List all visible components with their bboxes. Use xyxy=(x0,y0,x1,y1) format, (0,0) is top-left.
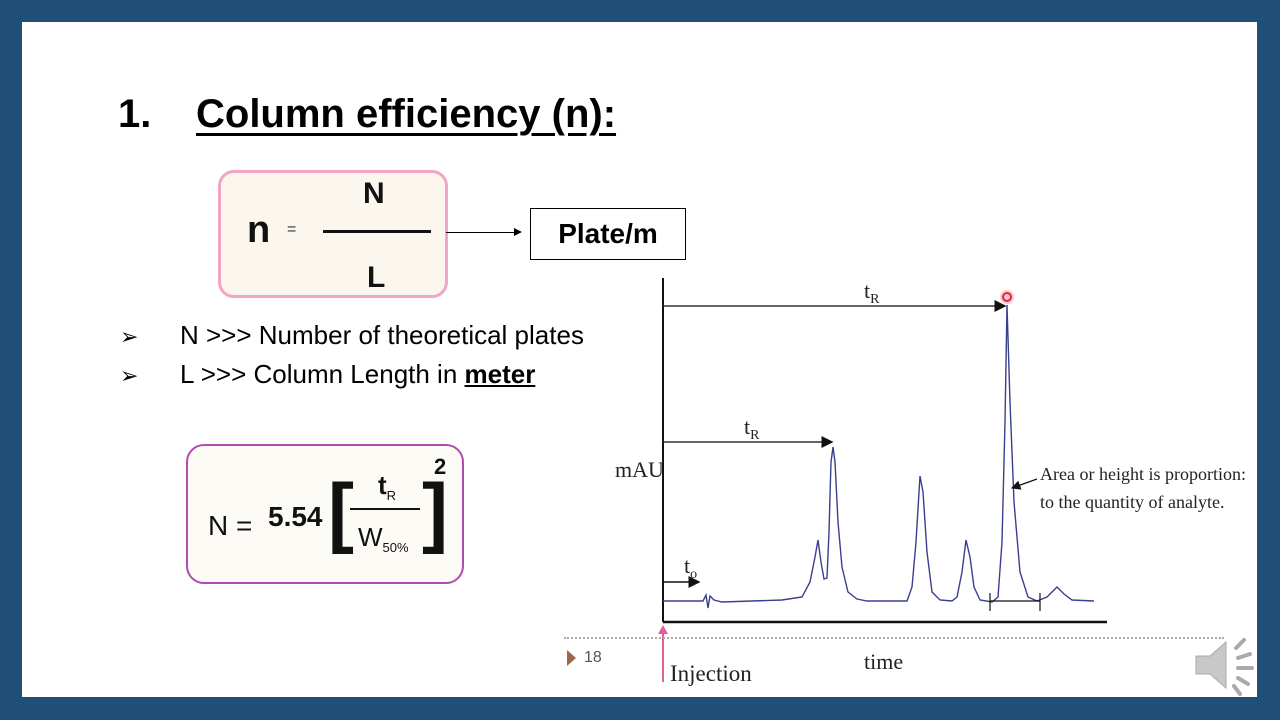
footer-divider xyxy=(564,637,1224,639)
tr-label-long: tR xyxy=(864,278,880,307)
bullet-item: ➢ N >>> Number of theoretical plates xyxy=(120,320,584,359)
formula-n-numerator: N xyxy=(363,177,385,210)
annotation-arrow xyxy=(1010,478,1038,490)
formula-N-box: N = 5.54 [ tR W50% ] 2 xyxy=(186,444,464,584)
x-axis-label: time xyxy=(864,649,903,674)
formula-n-lhs: n xyxy=(247,209,271,251)
bullet-text: N >>> Number of theoretical plates xyxy=(180,320,584,350)
annotation-line-1: Area or height is proportion: xyxy=(1040,464,1246,484)
fraction-bar xyxy=(323,230,431,233)
formula-N-exponent: 2 xyxy=(434,454,447,479)
y-axis-label: mAU xyxy=(615,457,664,482)
formula-N-numerator: tR xyxy=(378,470,397,504)
arrowhead-bullet-icon: ➢ xyxy=(120,324,139,349)
formula-N-coefficient: 5.54 xyxy=(268,501,323,532)
fraction-bar xyxy=(350,508,420,510)
slide-title: 1. Column efficiency (n): xyxy=(118,92,616,137)
bullet-list: ➢ N >>> Number of theoretical plates ➢ L >… xyxy=(120,320,584,398)
slide-number: 18 xyxy=(567,649,602,667)
tr-label-short: tR xyxy=(744,414,760,443)
arrowhead-bullet-icon: ➢ xyxy=(120,363,139,388)
formula-N-lhs: N = xyxy=(208,510,253,541)
laser-pointer-icon xyxy=(1002,292,1012,302)
slide: 1. Column efficiency (n): n = N L Plate/m… xyxy=(22,22,1257,697)
chromatogram-trace xyxy=(663,304,1095,609)
right-bracket: ] xyxy=(422,467,448,555)
formula-n-equals: = xyxy=(287,221,297,238)
annotation-line-2: to the quantity of analyte. xyxy=(1040,492,1224,512)
injection-label: Injection xyxy=(670,661,752,686)
triangle-marker-icon xyxy=(567,649,576,666)
left-bracket: [ xyxy=(328,467,354,555)
bullet-item: ➢ L >>> Column Length in meter xyxy=(120,359,584,398)
formula-n-box: n = N L xyxy=(218,170,448,298)
unit-box: Plate/m xyxy=(530,208,686,260)
chromatogram-chart: tR tR to mAU time Injection Area or heig… xyxy=(615,278,1246,686)
bullet-text: L >>> Column Length in xyxy=(180,359,465,389)
t0-label: to xyxy=(684,553,697,582)
arrow-right-icon xyxy=(446,228,522,236)
formula-n-denominator: L xyxy=(367,261,386,294)
title-number: 1. xyxy=(118,92,152,136)
title-text: Column efficiency (n): xyxy=(196,92,617,136)
speaker-icon[interactable] xyxy=(1190,634,1262,696)
formula-N-denominator: W50% xyxy=(358,522,409,556)
bullet-emphasis: meter xyxy=(464,359,536,389)
